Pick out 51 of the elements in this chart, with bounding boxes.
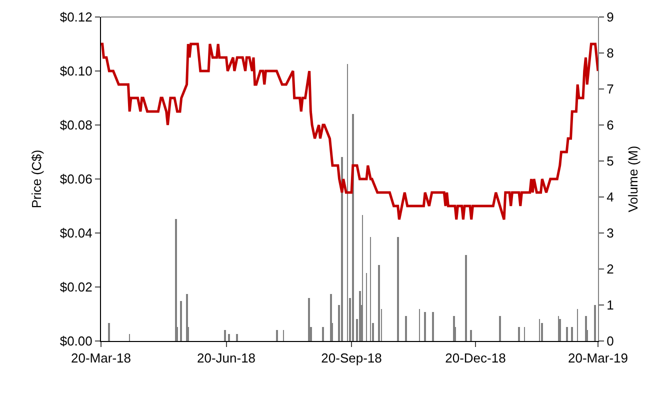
y2-tick-label: 1 [606, 298, 614, 313]
y2-tick-label: 4 [606, 190, 614, 205]
y2-tick-label: 0 [606, 334, 614, 349]
bar [424, 312, 426, 341]
line-series [101, 42, 598, 221]
y2-tick-label: 8 [606, 46, 614, 61]
x-tick-label: 20-Dec-18 [445, 350, 506, 366]
bar [432, 312, 434, 341]
y2-axis-title: Volume (M) [625, 146, 640, 212]
bar [352, 114, 354, 341]
bar [499, 316, 501, 341]
y-tick-label: $0.12 [60, 10, 92, 25]
bar [470, 330, 472, 341]
x-tick-label: 20-Sep-18 [321, 350, 382, 366]
bar [397, 237, 399, 341]
bar [175, 219, 177, 341]
y2-tick-label: 2 [606, 262, 614, 277]
bar [276, 330, 278, 341]
bar [341, 157, 343, 341]
x-tick-label: 20-Mar-18 [71, 350, 131, 366]
y-tick-label: $0.06 [60, 172, 92, 187]
bar [566, 327, 568, 341]
y-tick-label: $0.02 [60, 280, 92, 295]
x-tick-label: 20-Jun-18 [196, 350, 256, 366]
bar [228, 334, 230, 341]
bar [571, 327, 573, 341]
y-tick-label: $0.04 [60, 226, 92, 241]
bar [322, 327, 324, 341]
bar [594, 305, 596, 341]
bar [518, 327, 520, 341]
y2-tick-label: 3 [606, 226, 614, 241]
bar [308, 298, 310, 341]
bar [465, 255, 467, 341]
bar [180, 301, 182, 341]
bar [559, 319, 561, 341]
x-tick-label: 20-Mar-19 [568, 350, 628, 366]
y-tick-label: $0.10 [60, 64, 92, 79]
y2-tick-label: 5 [606, 154, 614, 169]
bar [330, 294, 332, 341]
y2-tick-label: 7 [606, 82, 614, 97]
y2-tick-label: 9 [606, 10, 614, 25]
bar [378, 265, 380, 341]
bar [541, 323, 543, 341]
bar [224, 330, 226, 341]
y2-tick-label: 6 [606, 118, 614, 133]
bar [236, 334, 238, 341]
bar [405, 316, 407, 341]
y-tick-label: $0.00 [60, 334, 92, 349]
y-tick-label: $0.08 [60, 118, 92, 133]
y-axis-title: Price (C$) [28, 150, 44, 208]
bar [108, 323, 110, 341]
